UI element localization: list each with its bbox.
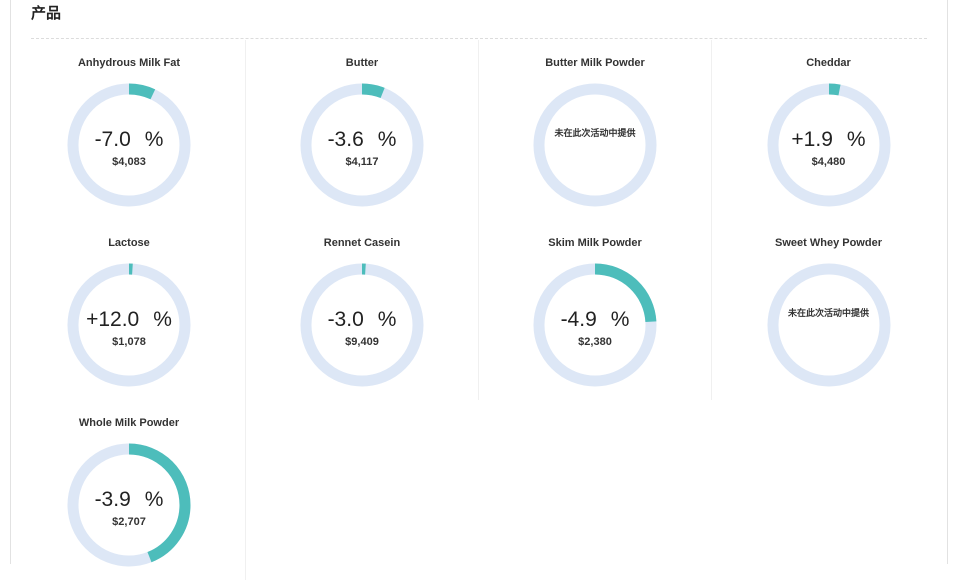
donut-value-arc <box>67 83 191 207</box>
percent-sign: % <box>377 308 397 331</box>
donut-svg <box>67 443 191 567</box>
product-card: Sweet Whey Powder 未在此次活动中提供 <box>712 220 945 400</box>
price-change-percent: +1.9% <box>766 128 892 152</box>
price-change-percent: -3.6% <box>299 128 425 152</box>
product-donut-chart: -3.0% $9,409 <box>299 262 425 388</box>
product-donut-chart: +12.0% $1,078 <box>66 262 192 388</box>
product-donut-chart: -4.9% $2,380 <box>532 262 658 388</box>
product-card: Cheddar +1.9% $4,480 <box>712 40 945 220</box>
percent-sign: % <box>377 128 397 151</box>
donut-svg <box>67 83 191 207</box>
product-name: Anhydrous Milk Fat <box>77 57 181 69</box>
change-value: -4.9 <box>560 308 597 331</box>
price-change-percent: +12.0% <box>66 308 192 332</box>
product-name: Sweet Whey Powder <box>775 237 882 249</box>
product-price: $4,480 <box>811 156 846 168</box>
donut-track <box>767 263 890 387</box>
percent-sign: % <box>144 488 164 511</box>
price-change-percent: -3.0% <box>299 308 425 332</box>
percent-sign: % <box>144 128 164 151</box>
change-value: -7.0 <box>94 128 131 151</box>
product-card: Butter Milk Powder 未在此次活动中提供 <box>479 40 712 220</box>
product-card: Whole Milk Powder -3.9% $2,707 <box>13 400 246 580</box>
section-divider <box>31 38 927 39</box>
price-change-percent: -3.9% <box>66 488 192 512</box>
percent-sign: % <box>846 128 866 151</box>
change-value: -3.0 <box>327 308 364 331</box>
product-donut-chart: -3.9% $2,707 <box>66 442 192 568</box>
product-price: $1,078 <box>112 336 146 348</box>
donut-svg <box>767 263 890 387</box>
product-price: $2,380 <box>578 336 612 348</box>
donut-value-arc <box>300 263 424 387</box>
donut-value-arc <box>67 443 191 567</box>
product-price: $2,707 <box>112 516 146 528</box>
donut-value-arc <box>767 83 890 207</box>
product-name: Skim Milk Powder <box>548 237 642 249</box>
product-name: Cheddar <box>806 57 851 69</box>
product-donut-chart: 未在此次活动中提供 <box>766 262 892 388</box>
product-card: Rennet Casein -3.0% $9,409 <box>246 220 479 400</box>
product-name: Lactose <box>108 237 150 249</box>
product-name: Butter <box>345 57 379 69</box>
product-donut-chart: -3.6% $4,117 <box>299 82 425 208</box>
product-card: Butter -3.6% $4,117 <box>246 40 479 220</box>
not-offered-note: 未在此次活动中提供 <box>787 308 869 318</box>
product-donut-chart: -7.0% $4,083 <box>66 82 192 208</box>
product-name: Whole Milk Powder <box>78 417 180 429</box>
change-value: +1.9 <box>791 128 833 151</box>
percent-sign: % <box>153 308 172 331</box>
donut-svg <box>67 263 191 387</box>
product-donut-chart: +1.9% $4,480 <box>766 82 892 208</box>
change-value: +12.0 <box>86 308 140 331</box>
donut-svg <box>533 263 657 387</box>
donut-svg <box>533 83 657 207</box>
product-price: $9,409 <box>345 336 379 348</box>
percent-sign: % <box>610 308 630 331</box>
change-value: -3.6 <box>327 128 364 151</box>
donut-svg <box>300 83 424 207</box>
product-name: Butter Milk Powder <box>545 57 645 69</box>
product-price: $4,083 <box>112 156 146 168</box>
product-card: Lactose +12.0% $1,078 <box>13 220 246 400</box>
not-offered-note: 未在此次活动中提供 <box>554 128 636 138</box>
product-price: $4,117 <box>345 156 379 168</box>
product-name: Rennet Casein <box>323 237 401 249</box>
product-card: Anhydrous Milk Fat -7.0% $4,083 <box>13 40 246 220</box>
section-title: 产品 <box>31 5 62 22</box>
products-panel: 产品 Anhydrous Milk Fat -7.0% $4,083 Butter -3… <box>10 0 948 580</box>
donut-track <box>533 83 657 207</box>
product-card: Skim Milk Powder -4.9% $2,380 <box>479 220 712 400</box>
change-value: -3.9 <box>94 488 131 511</box>
donut-value-arc <box>300 83 424 207</box>
donut-svg <box>767 83 890 207</box>
donut-value-arc <box>67 263 191 387</box>
price-change-percent: -7.0% <box>66 128 192 152</box>
donut-svg <box>300 263 424 387</box>
price-change-percent: -4.9% <box>532 308 658 332</box>
product-donut-chart: 未在此次活动中提供 <box>532 82 658 208</box>
donut-value-arc <box>533 263 657 387</box>
